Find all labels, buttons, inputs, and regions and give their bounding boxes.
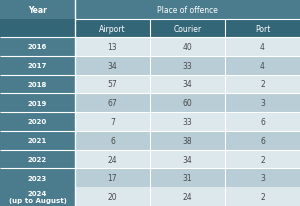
- Bar: [0, 187, 75, 206]
- Bar: [225, 38, 300, 56]
- Text: 6: 6: [110, 136, 115, 145]
- Bar: [225, 187, 300, 206]
- Text: Airport: Airport: [99, 24, 126, 33]
- Bar: [0, 169, 75, 187]
- Text: 2017: 2017: [28, 63, 47, 69]
- Bar: [75, 169, 150, 187]
- Text: 24: 24: [183, 192, 192, 201]
- Text: 60: 60: [183, 99, 192, 108]
- Bar: [225, 75, 300, 94]
- Bar: [225, 150, 300, 169]
- Bar: [0, 112, 75, 131]
- Text: 4: 4: [260, 43, 265, 52]
- Text: 33: 33: [183, 61, 192, 70]
- Text: 40: 40: [183, 43, 192, 52]
- Text: 4: 4: [260, 61, 265, 70]
- Text: 2: 2: [260, 80, 265, 89]
- Text: 2: 2: [260, 192, 265, 201]
- Text: 2021: 2021: [28, 138, 47, 144]
- Bar: [75, 20, 150, 38]
- Text: 17: 17: [108, 173, 117, 183]
- Bar: [150, 38, 225, 56]
- Text: 24: 24: [108, 155, 117, 164]
- Text: 34: 34: [108, 61, 117, 70]
- Text: Courier: Courier: [173, 24, 202, 33]
- Text: Place of offence: Place of offence: [157, 6, 218, 14]
- Bar: [225, 56, 300, 75]
- Bar: [150, 94, 225, 112]
- Bar: [225, 112, 300, 131]
- Text: 7: 7: [110, 117, 115, 126]
- Bar: [0, 94, 75, 112]
- Text: 20: 20: [108, 192, 117, 201]
- Bar: [75, 38, 150, 56]
- Text: Year: Year: [28, 6, 47, 14]
- Text: 38: 38: [183, 136, 192, 145]
- Bar: [0, 20, 75, 38]
- Text: 2019: 2019: [28, 100, 47, 106]
- Text: 6: 6: [260, 117, 265, 126]
- Bar: [150, 56, 225, 75]
- Bar: [0, 0, 300, 20]
- Bar: [75, 56, 150, 75]
- Text: 3: 3: [260, 173, 265, 183]
- Bar: [225, 169, 300, 187]
- Text: 2022: 2022: [28, 156, 47, 162]
- Text: 31: 31: [183, 173, 192, 183]
- Bar: [0, 38, 75, 56]
- Text: 34: 34: [183, 155, 192, 164]
- Bar: [0, 56, 75, 75]
- Bar: [150, 112, 225, 131]
- Bar: [150, 169, 225, 187]
- Bar: [75, 150, 150, 169]
- Bar: [75, 131, 150, 150]
- Bar: [75, 75, 150, 94]
- Text: 57: 57: [108, 80, 117, 89]
- Bar: [150, 75, 225, 94]
- Text: 2024
(up to August): 2024 (up to August): [9, 190, 66, 203]
- Text: 3: 3: [260, 99, 265, 108]
- Bar: [150, 131, 225, 150]
- Text: Port: Port: [255, 24, 270, 33]
- Text: 34: 34: [183, 80, 192, 89]
- Bar: [225, 131, 300, 150]
- Bar: [225, 94, 300, 112]
- Text: 13: 13: [108, 43, 117, 52]
- Bar: [150, 20, 225, 38]
- Bar: [75, 94, 150, 112]
- Bar: [225, 20, 300, 38]
- Text: 2023: 2023: [28, 175, 47, 181]
- Text: 2016: 2016: [28, 44, 47, 50]
- Text: 6: 6: [260, 136, 265, 145]
- Bar: [75, 112, 150, 131]
- Bar: [150, 187, 225, 206]
- Bar: [150, 150, 225, 169]
- Bar: [75, 187, 150, 206]
- Text: 2020: 2020: [28, 119, 47, 125]
- Text: 33: 33: [183, 117, 192, 126]
- Text: 67: 67: [108, 99, 117, 108]
- Bar: [0, 131, 75, 150]
- Bar: [0, 150, 75, 169]
- Bar: [0, 75, 75, 94]
- Text: 2: 2: [260, 155, 265, 164]
- Text: 2018: 2018: [28, 82, 47, 88]
